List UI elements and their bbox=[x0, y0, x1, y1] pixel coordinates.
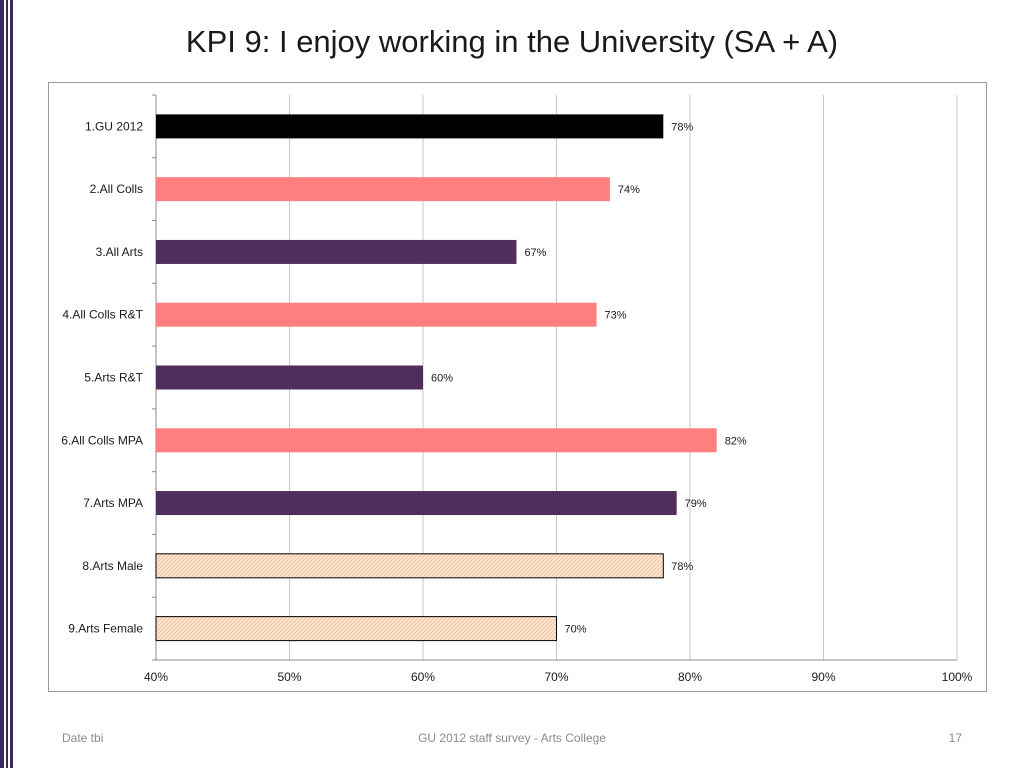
category-label: 6.All Colls MPA bbox=[61, 433, 143, 447]
bar bbox=[156, 239, 517, 264]
page-number: 17 bbox=[948, 731, 962, 745]
bar-chart: 40% 50% 60% 70% 80% 90% 100% 1.GU 2012 78% 2.All … bbox=[61, 94, 973, 684]
data-label: 67% bbox=[524, 247, 546, 259]
category-label: 4.All Colls R&T bbox=[62, 308, 143, 322]
data-label: 74% bbox=[618, 184, 640, 196]
category-label: 8.Arts Male bbox=[82, 559, 143, 573]
x-tick-label: 90% bbox=[811, 670, 835, 684]
bar bbox=[156, 365, 423, 390]
category-label: 3.All Arts bbox=[96, 245, 143, 259]
bar bbox=[155, 616, 557, 642]
slide-title: KPI 9: I enjoy working in the University… bbox=[185, 24, 839, 59]
x-tick-label: 50% bbox=[277, 670, 301, 684]
chart-frame: 40% 50% 60% 70% 80% 90% 100% 1.GU 2012 78% 2.All … bbox=[48, 82, 987, 692]
data-label: 79% bbox=[685, 498, 707, 510]
category-label: 1.GU 2012 bbox=[85, 119, 143, 133]
x-tick-label: 100% bbox=[942, 670, 973, 684]
data-label: 73% bbox=[605, 310, 627, 322]
bar bbox=[156, 491, 677, 516]
category-label: 7.Arts MPA bbox=[83, 496, 143, 510]
category-label: 2.All Colls bbox=[90, 182, 143, 196]
footer-survey-title: GU 2012 staff survey - Arts College bbox=[418, 731, 606, 745]
footer-date: Date tbi bbox=[62, 731, 104, 745]
x-tick-label: 80% bbox=[678, 670, 702, 684]
data-label: 78% bbox=[671, 561, 693, 573]
category-label: 5.Arts R&T bbox=[84, 371, 143, 385]
x-tick-label: 70% bbox=[544, 670, 568, 684]
bar bbox=[156, 428, 717, 453]
accent-stripe bbox=[0, 0, 4, 768]
category-label: 9.Arts Female bbox=[68, 622, 143, 636]
accent-stripe bbox=[10, 0, 13, 768]
data-label: 70% bbox=[565, 624, 587, 636]
bar bbox=[156, 114, 664, 139]
data-label: 82% bbox=[725, 435, 747, 447]
x-tick-label: 60% bbox=[411, 670, 435, 684]
x-tick-label: 40% bbox=[144, 670, 168, 684]
data-label: 78% bbox=[671, 121, 693, 133]
data-label: 60% bbox=[431, 373, 453, 385]
accent-stripe bbox=[6, 0, 8, 768]
bar bbox=[156, 177, 610, 202]
bar bbox=[156, 302, 597, 327]
side-accent-stripes bbox=[0, 0, 14, 768]
bar bbox=[155, 553, 664, 579]
